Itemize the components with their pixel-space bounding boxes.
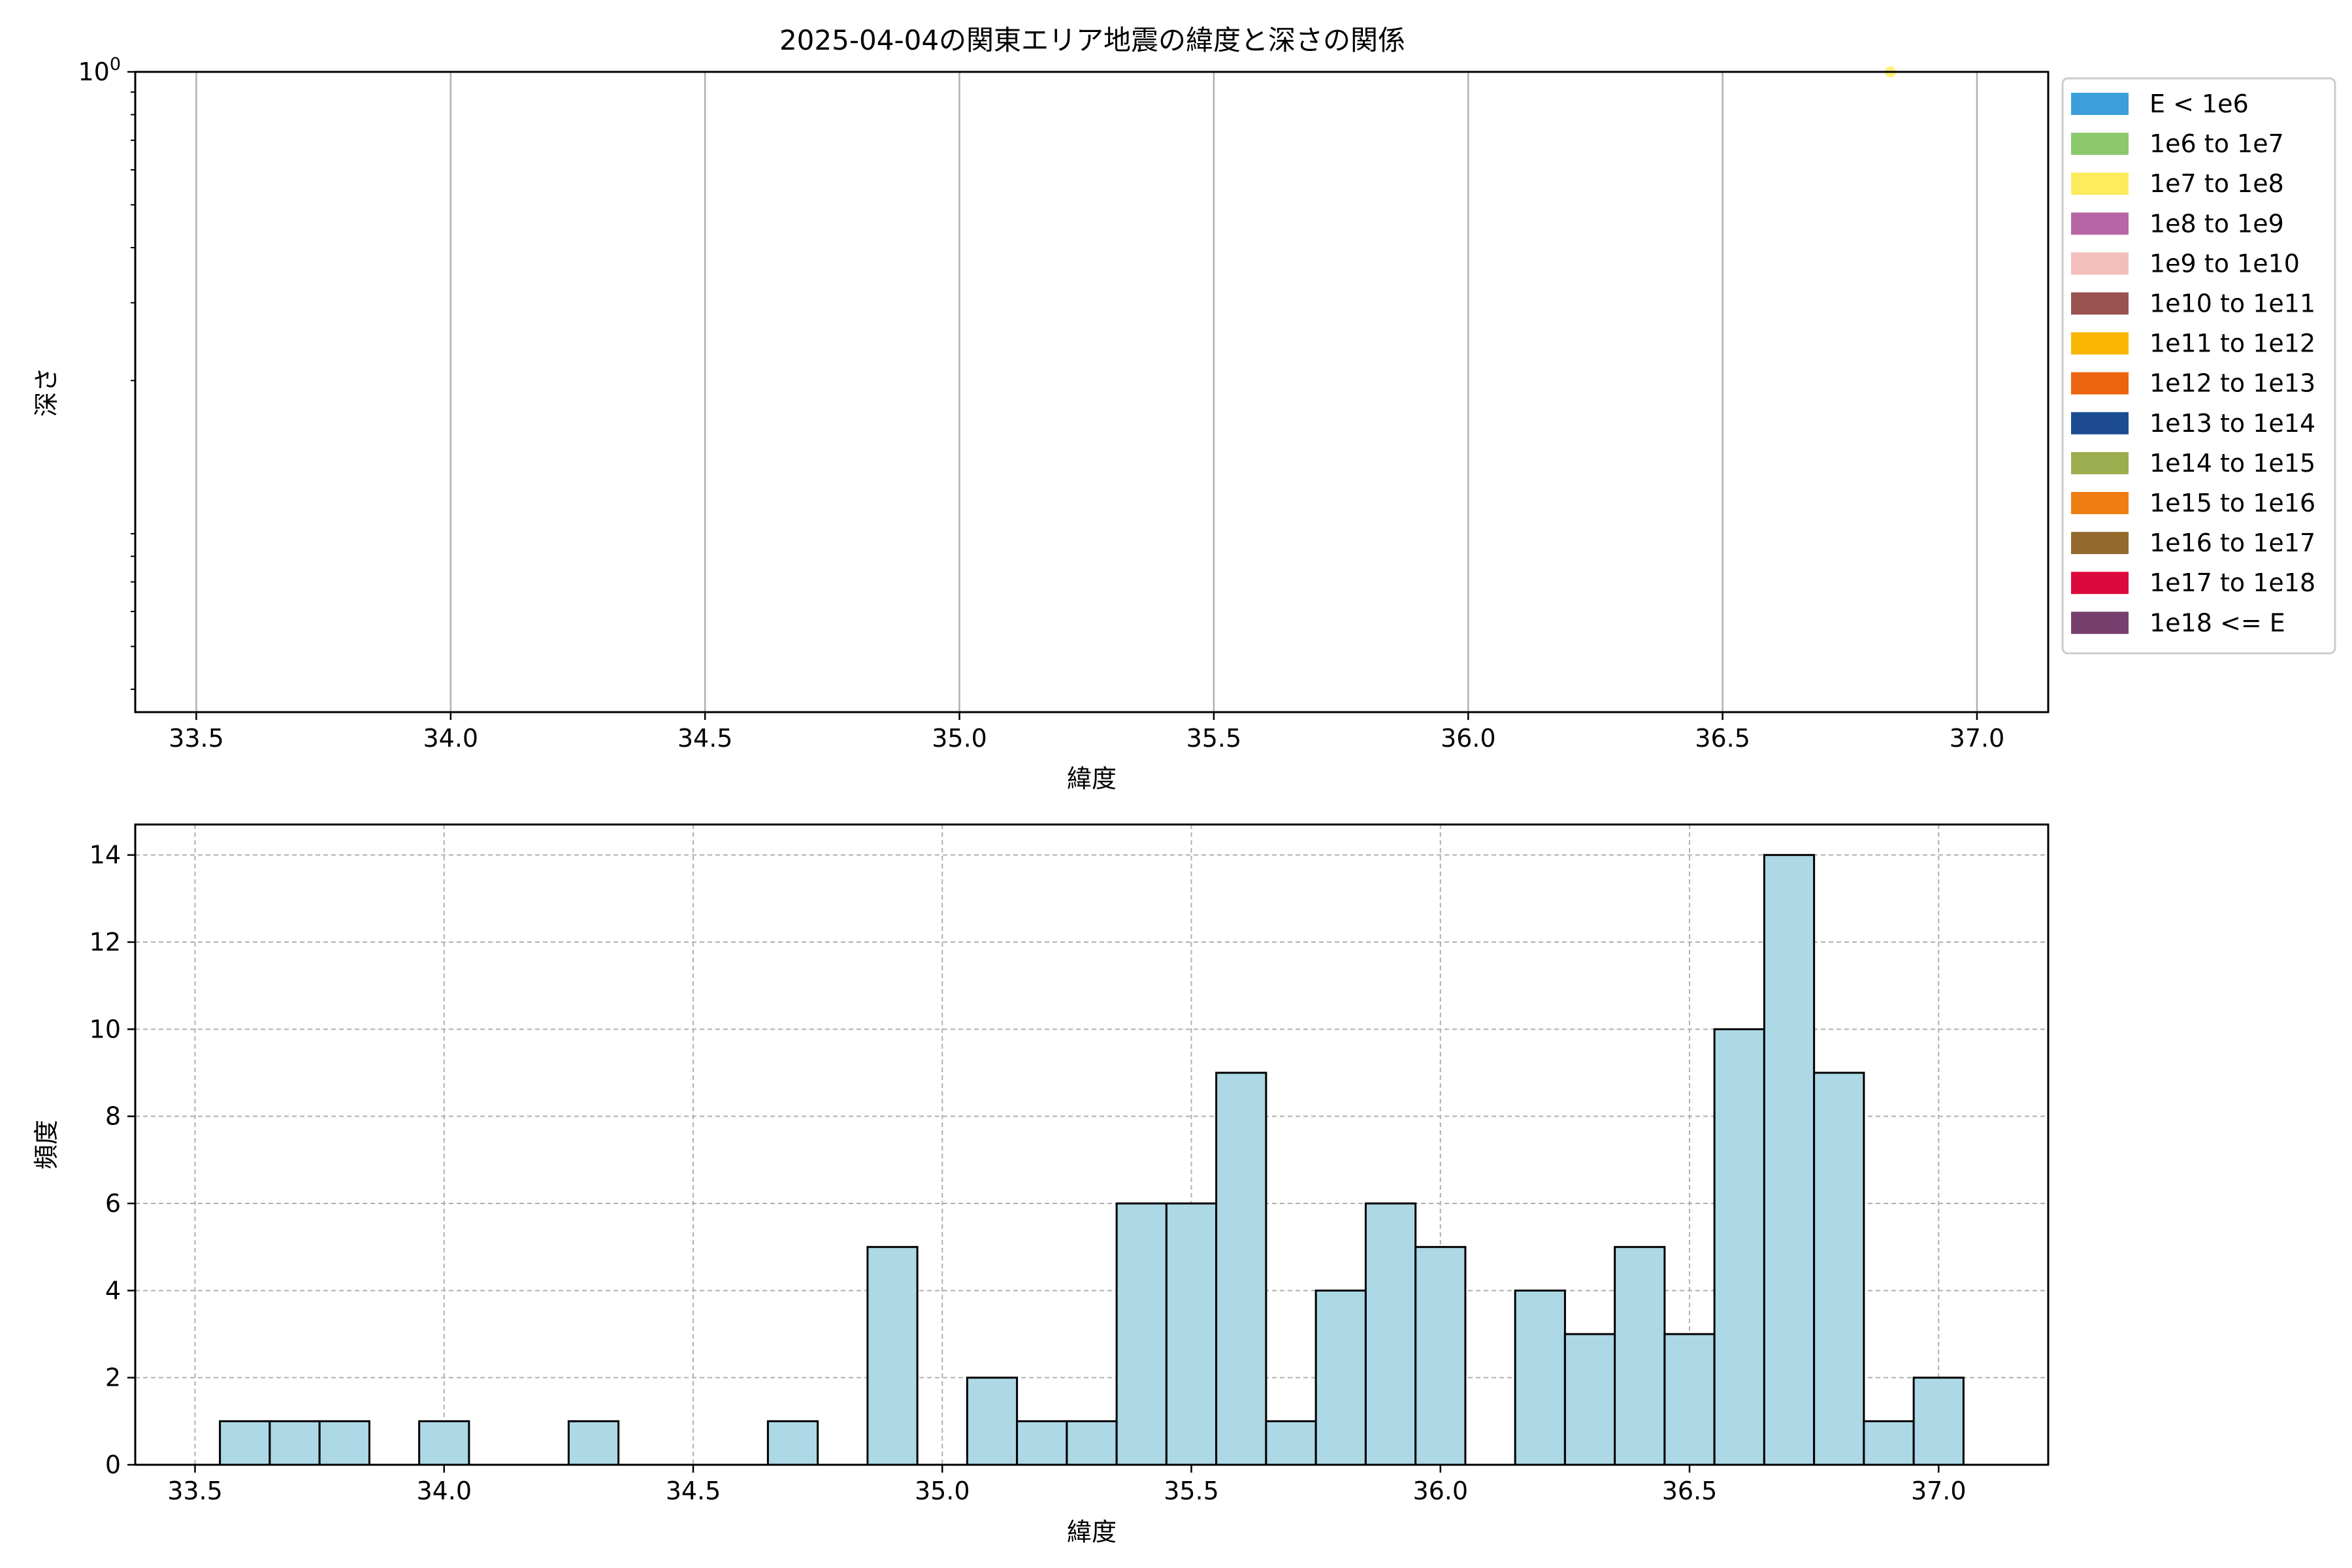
histogram-x-ticks: 33.5 34.0 34.5 35.0 35.5 36.0 36.5 37.0 <box>167 1465 1967 1505</box>
scatter-x-tick-label: 36.0 <box>1441 724 1496 753</box>
scatter-grid <box>135 71 2048 712</box>
legend-swatch <box>2071 212 2129 235</box>
histogram-x-label: 緯度 <box>1067 1518 1117 1546</box>
chart-title: 2025-04-04の関東エリア地震の緯度と深さの関係 <box>779 24 1405 56</box>
histogram-bar <box>318 1420 370 1466</box>
histogram-bar <box>567 1420 620 1466</box>
scatter-x-tick-label: 37.0 <box>1950 724 2005 753</box>
histogram-bar <box>1912 1377 1965 1466</box>
histogram-axes-frame <box>134 823 2050 1466</box>
histogram-x-tick-label: 34.0 <box>416 1477 472 1505</box>
histogram-bar <box>1414 1246 1467 1466</box>
histogram-bar <box>269 1420 321 1466</box>
legend-swatch <box>2071 372 2129 395</box>
legend-swatch <box>2071 451 2129 474</box>
legend-swatch <box>2071 292 2129 315</box>
histogram-x-tick-label: 35.0 <box>915 1477 970 1505</box>
legend-label: 1e13 to 1e14 <box>2149 409 2315 438</box>
scatter-y-label: 深さ <box>32 367 61 417</box>
histogram-bar <box>766 1420 819 1466</box>
histogram-y-label: 頻度 <box>32 1120 61 1169</box>
histogram-x-tick-label: 37.0 <box>1911 1477 1967 1505</box>
histogram-bar <box>1265 1420 1317 1466</box>
legend-swatch <box>2071 572 2129 595</box>
histogram-bar <box>1863 1420 1915 1466</box>
histogram-bar <box>1614 1246 1666 1466</box>
legend-swatch <box>2071 412 2129 434</box>
histogram-bar <box>1514 1289 1566 1466</box>
legend: E < 1e6 1e6 to 1e7 1e7 to 1e8 1e8 to 1e9 1e9… <box>2061 77 2336 655</box>
legend-label: E < 1e6 <box>2149 90 2249 118</box>
histogram-bar <box>1364 1202 1417 1466</box>
histogram-bar <box>219 1420 271 1466</box>
histogram-x-tick-label: 35.5 <box>1164 1477 1219 1505</box>
legend-label: 1e14 to 1e15 <box>2149 449 2315 478</box>
histogram-bar <box>1165 1202 1218 1466</box>
histogram-y-tick-label: 6 <box>105 1189 121 1218</box>
histogram-y-tick-label: 10 <box>90 1015 121 1043</box>
scatter-x-tick-label: 36.5 <box>1695 724 1750 753</box>
histogram-bar <box>1215 1071 1267 1466</box>
histogram-bar <box>1115 1202 1168 1466</box>
histogram-plot: 33.5 34.0 34.5 35.0 35.5 36.0 36.5 37.0 0 2 4 6 8 10… <box>32 823 2050 1546</box>
histogram-y-tick-label: 2 <box>105 1364 121 1392</box>
legend-label: 1e10 to 1e11 <box>2149 289 2315 318</box>
histogram-bar <box>1663 1333 1716 1466</box>
histogram-y-tick-label: 14 <box>90 841 121 870</box>
histogram-bars <box>219 854 1965 1466</box>
scatter-x-tick-label: 35.5 <box>1186 724 1242 753</box>
legend-label: 1e11 to 1e12 <box>2149 329 2315 358</box>
scatter-x-label: 緯度 <box>1067 764 1117 793</box>
histogram-y-ticks: 0 2 4 6 8 10 12 14 <box>90 841 135 1479</box>
scatter-x-tick-label: 35.0 <box>932 724 987 753</box>
legend-swatch <box>2071 252 2129 275</box>
legend-swatch <box>2071 332 2129 355</box>
scatter-x-tick-label: 33.5 <box>169 724 224 753</box>
histogram-bar <box>1066 1420 1118 1466</box>
legend-swatch <box>2071 492 2129 514</box>
legend-swatch <box>2071 532 2129 555</box>
histogram-bar <box>1813 1071 1865 1466</box>
histogram-bar <box>1315 1289 1367 1466</box>
scatter-y-ticks: 100101102 <box>78 54 135 690</box>
legend-swatch <box>2071 612 2129 634</box>
histogram-bar <box>866 1246 919 1466</box>
legend-swatch <box>2071 133 2129 155</box>
scatter-axes-frame <box>134 71 2050 713</box>
histogram-bar <box>1016 1420 1068 1466</box>
scatter-x-ticks: 33.5 34.0 34.5 35.0 35.5 36.0 36.5 37.0 <box>169 712 2004 753</box>
scatter-plot: 33.5 34.0 34.5 35.0 35.5 36.0 36.5 37.0 1001011… <box>32 54 2050 793</box>
histogram-x-tick-label: 33.5 <box>167 1477 223 1505</box>
legend-frame <box>2061 77 2336 655</box>
histogram-x-tick-label: 34.5 <box>666 1477 721 1505</box>
histogram-x-tick-label: 36.0 <box>1413 1477 1468 1505</box>
legend-label: 1e6 to 1e7 <box>2149 129 2284 158</box>
histogram-bar <box>418 1420 470 1466</box>
legend-label: 1e9 to 1e10 <box>2149 249 2300 278</box>
histogram-y-tick-label: 0 <box>105 1450 121 1479</box>
legend-label: 1e15 to 1e16 <box>2149 489 2315 517</box>
legend-label: 1e17 to 1e18 <box>2149 568 2315 597</box>
scatter-x-tick-label: 34.5 <box>678 724 733 753</box>
histogram-bar <box>1713 1028 1765 1466</box>
legend-swatch <box>2071 93 2129 115</box>
histogram-y-tick-label: 12 <box>90 928 121 956</box>
legend-label: 1e8 to 1e9 <box>2149 209 2284 238</box>
legend-label: 1e7 to 1e8 <box>2149 169 2284 198</box>
legend-label: 1e18 <= E <box>2149 608 2285 637</box>
histogram-y-tick-label: 4 <box>105 1276 121 1305</box>
histogram-bar <box>1563 1333 1616 1466</box>
legend-swatch <box>2071 172 2129 195</box>
histogram-bar <box>966 1377 1019 1466</box>
histogram-bar <box>1763 854 1816 1466</box>
histogram-x-tick-label: 36.5 <box>1662 1477 1718 1505</box>
histogram-y-tick-label: 8 <box>105 1102 121 1131</box>
legend-label: 1e16 to 1e17 <box>2149 529 2315 557</box>
scatter-y-tick-label: 100 <box>78 54 121 86</box>
scatter-x-tick-label: 34.0 <box>423 724 479 753</box>
legend-label: 1e12 to 1e13 <box>2149 369 2315 398</box>
